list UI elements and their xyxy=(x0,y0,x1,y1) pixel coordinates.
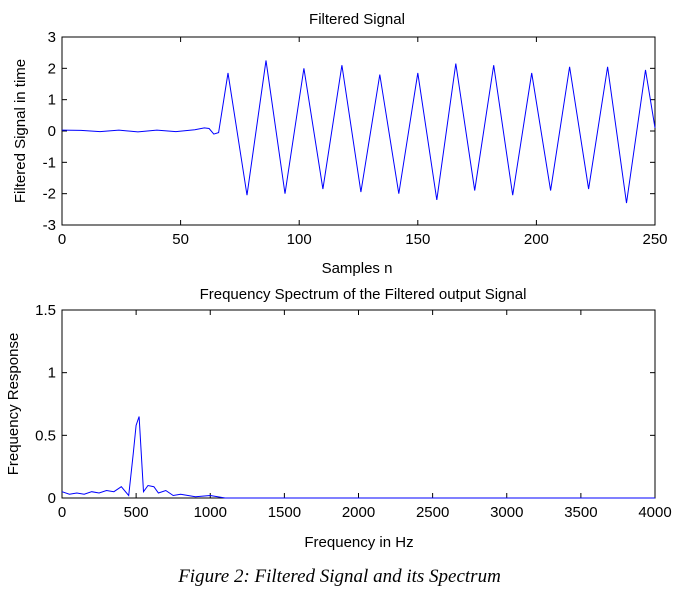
x-axis-label: Frequency in Hz xyxy=(304,534,413,551)
x-tick-label: 500 xyxy=(124,504,149,521)
y-tick-label: 0 xyxy=(48,123,56,140)
time-domain-chart: Filtered Signal Filtered Signal in time … xyxy=(12,11,668,277)
x-tick-label: 3000 xyxy=(490,504,523,521)
y-tick-label: 0 xyxy=(48,490,56,507)
y-tick-label: 1 xyxy=(48,92,56,109)
y-tick-label: 3 xyxy=(48,29,56,46)
x-tick-label: 3500 xyxy=(564,504,597,521)
y-tick-label: -1 xyxy=(43,154,56,171)
x-tick-label: 200 xyxy=(524,231,549,248)
plot-frame xyxy=(61,309,656,499)
series-line xyxy=(61,60,656,204)
x-tick-label: 0 xyxy=(58,231,66,248)
y-tick-label: -2 xyxy=(43,186,56,203)
figure-caption: Figure 2: Filtered Signal and its Spectr… xyxy=(178,566,501,587)
y-axis-label: Frequency Response xyxy=(5,333,22,476)
y-tick-label: -3 xyxy=(43,217,56,234)
chart-title: Filtered Signal xyxy=(309,11,405,28)
chart-title: Frequency Spectrum of the Filtered outpu… xyxy=(200,286,527,303)
series-line xyxy=(61,416,655,499)
y-tick-label: 1 xyxy=(48,365,56,382)
x-tick-label: 2500 xyxy=(416,504,449,521)
y-tick-label: 2 xyxy=(48,60,56,77)
x-tick-label: 1500 xyxy=(268,504,301,521)
x-tick-label: 0 xyxy=(58,504,66,521)
x-tick-label: 100 xyxy=(287,231,312,248)
x-tick-label: 250 xyxy=(642,231,667,248)
x-tick-label: 150 xyxy=(405,231,430,248)
y-tick-label: 0.5 xyxy=(35,427,56,444)
y-axis-label: Filtered Signal in time xyxy=(12,59,29,203)
x-tick-label: 1000 xyxy=(194,504,227,521)
y-tick-label: 1.5 xyxy=(35,302,56,319)
x-tick-label: 4000 xyxy=(638,504,671,521)
x-axis-label: Samples n xyxy=(322,260,393,277)
x-tick-label: 50 xyxy=(172,231,189,248)
x-tick-label: 2000 xyxy=(342,504,375,521)
frequency-spectrum-chart: Frequency Spectrum of the Filtered outpu… xyxy=(5,286,672,551)
